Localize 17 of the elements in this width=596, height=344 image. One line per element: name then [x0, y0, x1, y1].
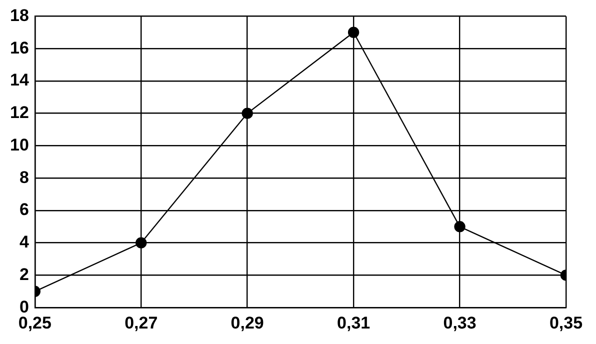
- x-tick-label: 0,27: [124, 313, 158, 332]
- point: [242, 108, 253, 119]
- x-tick-label: 0,29: [230, 313, 264, 332]
- y-tick-label: 2: [19, 264, 29, 284]
- point: [348, 26, 360, 38]
- x-tick-label: 0,31: [337, 313, 370, 332]
- point: [136, 237, 147, 248]
- x-tick-label: 0,35: [549, 313, 583, 332]
- y-tick-label: 10: [10, 135, 29, 154]
- y-tick-label: 18: [10, 6, 29, 25]
- y-tick-label: 14: [10, 70, 30, 90]
- y-tick-label: 16: [10, 38, 29, 58]
- y-tick-label: 4: [19, 232, 30, 252]
- x-tick-label: 0,33: [443, 313, 476, 332]
- y-tick-label: 6: [19, 200, 29, 220]
- y-tick-label: 12: [10, 103, 29, 122]
- y-tick-label: 8: [19, 168, 29, 187]
